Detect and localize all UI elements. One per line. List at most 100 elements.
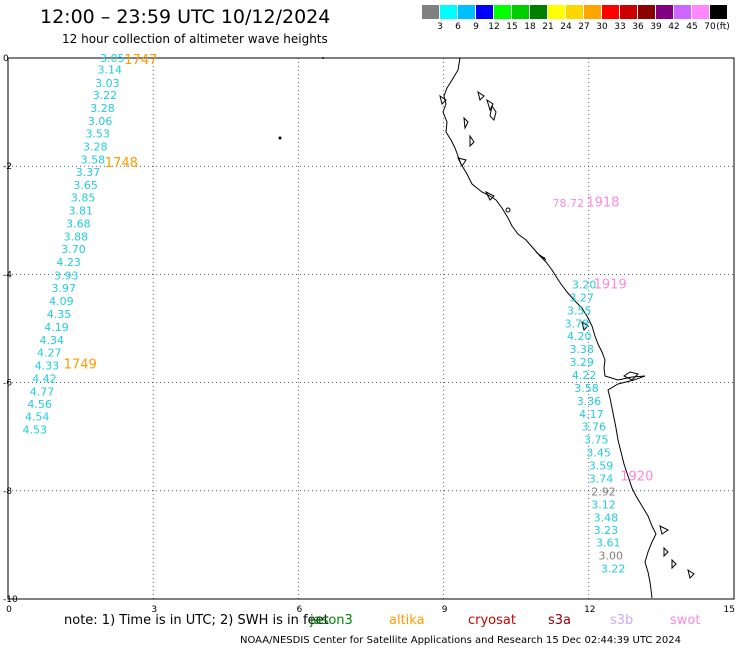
wave-height-value: 3.22 — [93, 89, 118, 102]
scale-swatch — [710, 5, 727, 19]
scale-swatch — [512, 5, 529, 19]
wave-height-value: 3.37 — [76, 166, 101, 179]
wave-height-value: 4.54 — [25, 411, 50, 424]
x-tick-label: 0 — [6, 605, 12, 615]
wave-height-value: 3.75 — [584, 433, 609, 446]
track-altika-west: 3.053.143.033.223.283.063.533.283.583.37… — [23, 52, 158, 437]
wave-height-value: 4.19 — [44, 321, 69, 334]
wave-height-value: 3.20 — [572, 279, 597, 292]
x-tick-label: 9 — [442, 605, 448, 615]
scale-swatch — [494, 5, 511, 19]
scale-unit: (ft) — [716, 22, 730, 32]
wave-height-value: 3.61 — [596, 537, 621, 550]
wave-height-value: 3.05 — [100, 52, 125, 65]
wave-height-value: 3.65 — [73, 179, 98, 192]
x-tick-label: 3 — [151, 605, 157, 615]
wave-height-value: 4.23 — [56, 256, 81, 269]
wave-height-value: 3.93 — [54, 269, 78, 282]
island-marker — [505, 207, 511, 213]
x-tick-label: 6 — [297, 605, 303, 615]
scale-swatch — [674, 5, 691, 19]
track-swot-east: 78.723.203.273.553.784.203.383.294.223.5… — [553, 195, 654, 575]
wave-height-value: 3.29 — [569, 356, 594, 369]
wave-height-value: 3.06 — [88, 115, 113, 128]
wave-height-value: 3.27 — [569, 292, 594, 305]
y-tick-label: -2 — [3, 162, 12, 172]
scale-label: 33 — [614, 22, 626, 32]
wave-height-value: 3.28 — [90, 102, 115, 115]
wave-height-value: 3.12 — [591, 498, 616, 511]
scale-label: 70 — [704, 22, 716, 32]
scale-swatch — [422, 5, 439, 19]
wave-height-value: 3.81 — [69, 205, 94, 218]
satellite-legend-item: s3b — [610, 613, 634, 628]
wave-height-value: 2.92 — [591, 485, 616, 498]
wave-height-value: 4.34 — [39, 334, 64, 347]
track-time-label: 1919 — [594, 278, 627, 293]
island-marker — [322, 57, 324, 59]
wave-height-value: 4.53 — [23, 424, 48, 437]
y-tick-label: -10 — [3, 595, 18, 605]
y-tick-label: -6 — [3, 379, 12, 389]
satellite-legend-item: s3a — [548, 613, 572, 628]
page-title: 12:00 – 23:59 UTC 10/12/2024 — [40, 6, 331, 28]
x-tick-label: 12 — [584, 605, 595, 615]
scale-swatch — [692, 5, 709, 19]
scale-swatch — [530, 5, 547, 19]
wave-height-value: 78.72 — [553, 197, 585, 210]
wave-height-value: 3.36 — [577, 395, 602, 408]
y-tick-label: -4 — [3, 270, 12, 280]
wave-height-value: 3.85 — [71, 192, 96, 205]
wave-height-value: 4.09 — [49, 295, 74, 308]
y-tick-label: -8 — [3, 487, 12, 497]
note-text: note: 1) Time is in UTC; 2) SWH is in fe… — [64, 613, 329, 628]
wave-height-value: 4.22 — [572, 369, 597, 382]
wave-height-value: 3.88 — [64, 231, 89, 244]
wave-height-value: 3.78 — [565, 318, 590, 331]
scale-label: 21 — [542, 22, 554, 32]
wave-height-value: 3.28 — [83, 141, 108, 154]
wave-height-value: 3.48 — [594, 511, 619, 524]
satellite-legend-item: altika — [389, 613, 425, 628]
satellite-legend-item: swot — [670, 613, 701, 628]
map-grid — [8, 58, 734, 599]
credit-line: NOAA/NESDIS Center for Satellite Applica… — [240, 635, 682, 646]
wave-height-value: 3.59 — [589, 459, 614, 472]
wave-height-value: 3.58 — [81, 154, 106, 167]
wave-height-value: 3.53 — [85, 128, 110, 141]
wave-height-value: 4.27 — [37, 346, 62, 359]
wave-height-value: 3.76 — [582, 420, 607, 433]
scale-label: 18 — [524, 22, 536, 32]
scale-label: 12 — [488, 22, 500, 32]
satellite-legend-item: cryosat — [468, 613, 516, 628]
track-time-label: 1920 — [620, 470, 653, 485]
x-tick-label: 15 — [724, 605, 735, 615]
scale-label: 30 — [596, 22, 608, 32]
scale-label: 15 — [506, 22, 518, 32]
wave-height-value: 3.14 — [98, 63, 123, 76]
wave-height-value: 4.35 — [47, 308, 72, 321]
scale-label: 6 — [455, 22, 461, 32]
scale-swatch — [440, 5, 457, 19]
page-subtitle: 12 hour collection of altimeter wave hei… — [62, 32, 328, 46]
scale-label: 24 — [560, 22, 572, 32]
satellite-legend-item: jason3 — [310, 613, 353, 628]
coastline — [439, 57, 695, 599]
track-time-label: 1749 — [64, 358, 97, 373]
wave-height-value: 3.03 — [95, 77, 120, 90]
y-tick-label: 0 — [3, 54, 9, 64]
wave-height-value: 4.20 — [567, 330, 592, 343]
scale-swatch — [548, 5, 565, 19]
map-frame — [7, 57, 735, 600]
wave-height-value: 3.70 — [61, 243, 86, 256]
scale-label: 36 — [632, 22, 644, 32]
scale-swatch — [638, 5, 655, 19]
scale-swatch — [566, 5, 583, 19]
wave-height-value: 4.33 — [35, 359, 60, 372]
scale-label: 9 — [473, 22, 479, 32]
track-time-label: 1748 — [105, 156, 138, 171]
wave-height-value: 4.42 — [32, 372, 57, 385]
scale-swatch — [602, 5, 619, 19]
wave-height-value: 3.45 — [586, 446, 611, 459]
